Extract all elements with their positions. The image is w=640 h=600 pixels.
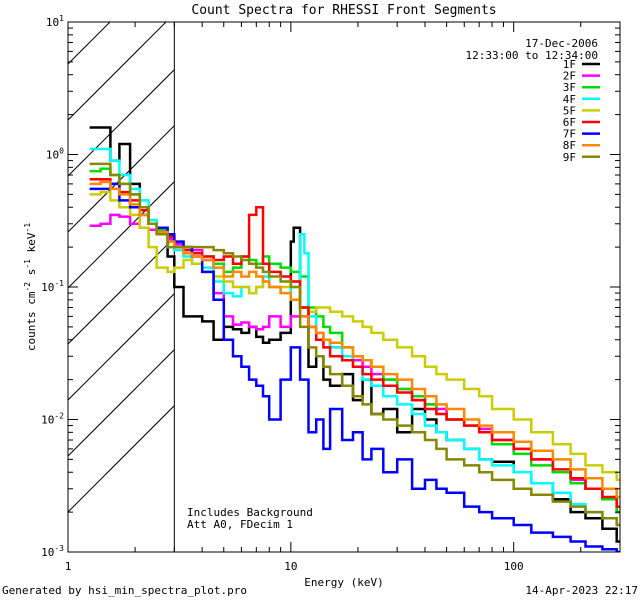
hatch-line: [68, 0, 184, 8]
legend-label-1F: 1F: [563, 58, 576, 71]
legend-label-8F: 8F: [563, 139, 576, 152]
x-axis-ticks: 1 10 100: [65, 22, 621, 573]
y-tick-label-base: 10: [41, 414, 54, 427]
x-axis-label: Energy (keV): [304, 576, 383, 589]
series-line-9F: [89, 162, 620, 527]
y-axis-label: counts cm-2 s-1 keV-1: [23, 223, 38, 351]
legend-label-7F: 7F: [563, 128, 576, 141]
series-line-2F: [89, 213, 620, 514]
hatch-line: [68, 180, 175, 289]
y-tick-label: 10-1: [41, 279, 64, 294]
hatch-line: [68, 348, 175, 457]
y-tick-label: 10-2: [41, 412, 64, 427]
series-line-4F: [89, 147, 620, 527]
y-label-exponent: -1: [23, 259, 32, 269]
series-line-8F: [89, 180, 620, 499]
y-tick-label: 101: [46, 14, 64, 29]
legend-label-6F: 6F: [563, 116, 576, 129]
legend-label-4F: 4F: [563, 93, 576, 106]
time-range-label: 12:33:00 to 12:34:00: [466, 49, 598, 62]
y-tick-label-base: 10: [41, 546, 54, 559]
hatch-line: [68, 22, 167, 121]
legend-label-3F: 3F: [563, 81, 576, 94]
hatch-line: [68, 404, 175, 513]
y-label-exponent: -2: [23, 282, 32, 292]
footer-generated-by: Generated by hsi_min_spectra_plot.pro: [2, 584, 247, 597]
legend-label-2F: 2F: [563, 70, 576, 83]
y-label-unit: keV: [25, 232, 38, 259]
x-tick-label: 1: [65, 560, 72, 573]
shaded-region-hatch: [68, 0, 184, 552]
y-tick-label-exponent: -1: [54, 279, 64, 288]
y-label-exponent: -1: [23, 223, 32, 233]
date-label: 17-Dec-2006: [525, 37, 598, 50]
plot-frame: [67, 21, 621, 553]
y-tick-label-exponent: 1: [59, 14, 64, 23]
footer-timestamp: 14-Apr-2023 22:17: [525, 584, 638, 597]
legend-label-5F: 5F: [563, 104, 576, 117]
legend-label-9F: 9F: [563, 151, 576, 164]
x-tick-label: 10: [284, 560, 297, 573]
y-tick-label: 10-3: [41, 544, 64, 559]
series-line-7F: [89, 182, 620, 552]
series-line-6F: [89, 178, 620, 508]
x-tick-label: 100: [504, 560, 524, 573]
y-tick-label: 100: [46, 147, 64, 162]
y-tick-label-exponent: -2: [54, 412, 64, 421]
y-tick-label-exponent: -3: [54, 544, 64, 553]
annotation-background: Includes Background: [187, 506, 313, 519]
chart-title: Count Spectra for RHESSI Front Segments: [191, 3, 496, 18]
y-tick-label-exponent: 0: [59, 147, 64, 156]
y-tick-label-base: 10: [41, 281, 54, 294]
hatch-line: [68, 22, 111, 65]
series-lines: [89, 126, 620, 552]
series-line-1F: [89, 126, 620, 543]
hatch-line: [68, 292, 175, 401]
hatch-line: [68, 236, 175, 345]
annotation-attenuator: Att A0, FDecim 1: [187, 518, 293, 531]
hatch-line: [68, 68, 175, 177]
y-tick-label-base: 10: [46, 149, 59, 162]
y-label-unit: s: [25, 269, 38, 282]
y-label-unit: counts cm: [25, 291, 38, 351]
axes: [67, 21, 621, 553]
y-tick-label-base: 10: [46, 16, 59, 29]
